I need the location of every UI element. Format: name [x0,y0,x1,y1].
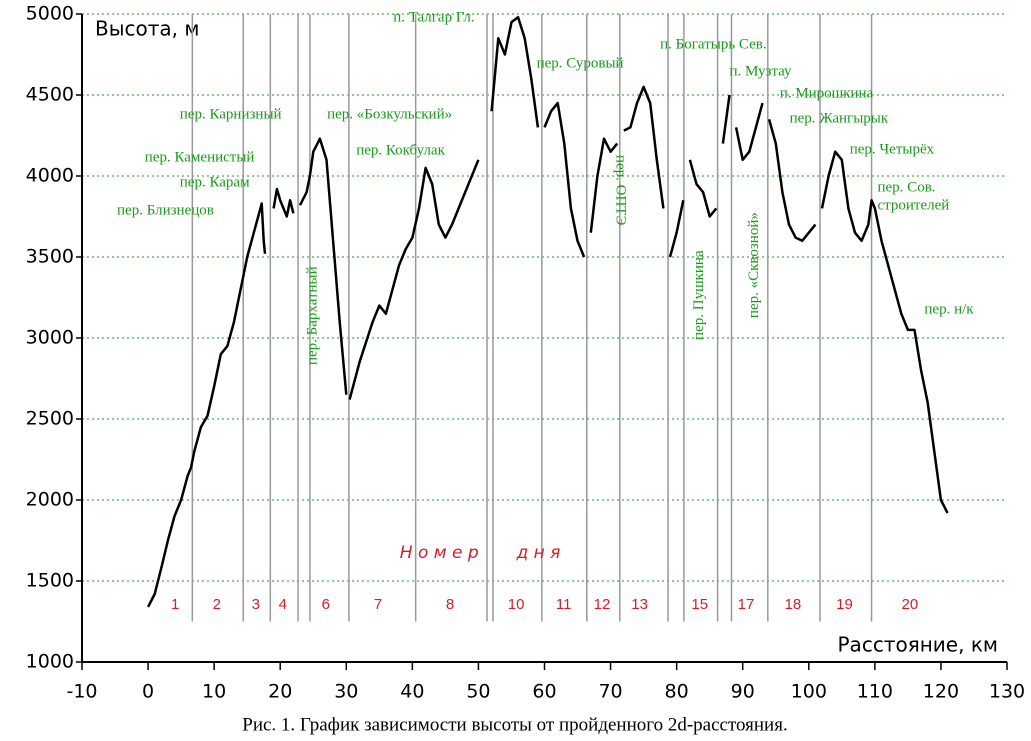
day-label: 6 [322,596,330,613]
day-label: 17 [738,596,755,613]
day-label: 15 [691,596,708,613]
x-tick-label: 60 [532,681,556,703]
annotation: пер. Карам [180,174,250,190]
x-tick-label: 100 [791,681,827,703]
x-tick-label: -10 [66,681,97,703]
x-tick-label: 70 [598,681,622,703]
annotation: пер. ОПТЭ [612,155,628,226]
annotation: пер. Кокбулак [356,142,445,158]
day-label: 20 [902,596,919,613]
annotation: пер. Сов. [878,179,936,195]
annotation: пер. н/к [924,301,974,317]
day-label: 3 [252,596,260,613]
y-tick-label: 4500 [26,84,74,106]
annotation: пер. «Сквозной» [746,212,762,318]
day-label: 7 [374,596,382,613]
y-tick-label: 1500 [26,570,74,592]
annotation: строителей [878,197,950,213]
annotation: пер. Карнизный [180,106,282,122]
caption: Рис. 1. График зависимости высоты от про… [242,714,787,735]
day-label: 13 [631,596,648,613]
day-label: 19 [836,596,853,613]
x-tick-label: 20 [268,681,292,703]
y-tick-label: 5000 [26,3,74,25]
annotation: пер. Суровый [537,55,624,71]
day-label: 4 [279,596,287,613]
annotation: пер. Бархатный [305,266,321,365]
x-tick-label: 120 [923,681,959,703]
x-tick-label: 0 [142,681,154,703]
x-tick-label: 30 [334,681,358,703]
y-tick-label: 3500 [26,246,74,268]
x-tick-label: 50 [466,681,490,703]
y-tick-label: 4000 [26,165,74,187]
day-title: Н о м е р д н я [400,543,561,563]
annotation: п. Талгар Гл. [393,9,474,25]
x-tick-label: 110 [857,681,893,703]
day-label: 8 [446,596,454,613]
annotation: пер. «Бозкульский» [327,106,452,122]
y-tick-label: 1000 [26,651,74,673]
x-tick-label: 130 [989,681,1025,703]
day-label: 18 [785,596,802,613]
day-label: 11 [556,596,572,613]
x-tick-label: 10 [202,681,226,703]
annotation: пер. Пушкина [691,250,707,340]
annotation: пер. Каменистый [145,149,255,165]
x-tick-label: 40 [400,681,424,703]
day-label: 2 [213,596,221,613]
x-axis-label: Расстояние, км [838,633,999,657]
annotation: п. Мирошкина [780,85,874,101]
annotation: п. Богатырь Сев. [660,36,766,52]
annotation: пер. Близнецов [117,202,214,218]
annotation: п. Музтау [730,63,793,79]
day-label: 12 [594,596,611,613]
y-tick-label: 2500 [26,408,74,430]
annotation: пер. Жангырык [790,110,889,126]
elevation-line [146,15,949,608]
day-label: 10 [508,596,525,613]
y-tick-label: 2000 [26,489,74,511]
x-tick-label: 80 [665,681,689,703]
day-label: 1 [171,596,179,613]
x-tick-label: 90 [731,681,755,703]
y-tick-label: 3000 [26,327,74,349]
y-axis-label: Высота, м [95,17,199,41]
annotation: пер. Четырёх [850,142,935,158]
